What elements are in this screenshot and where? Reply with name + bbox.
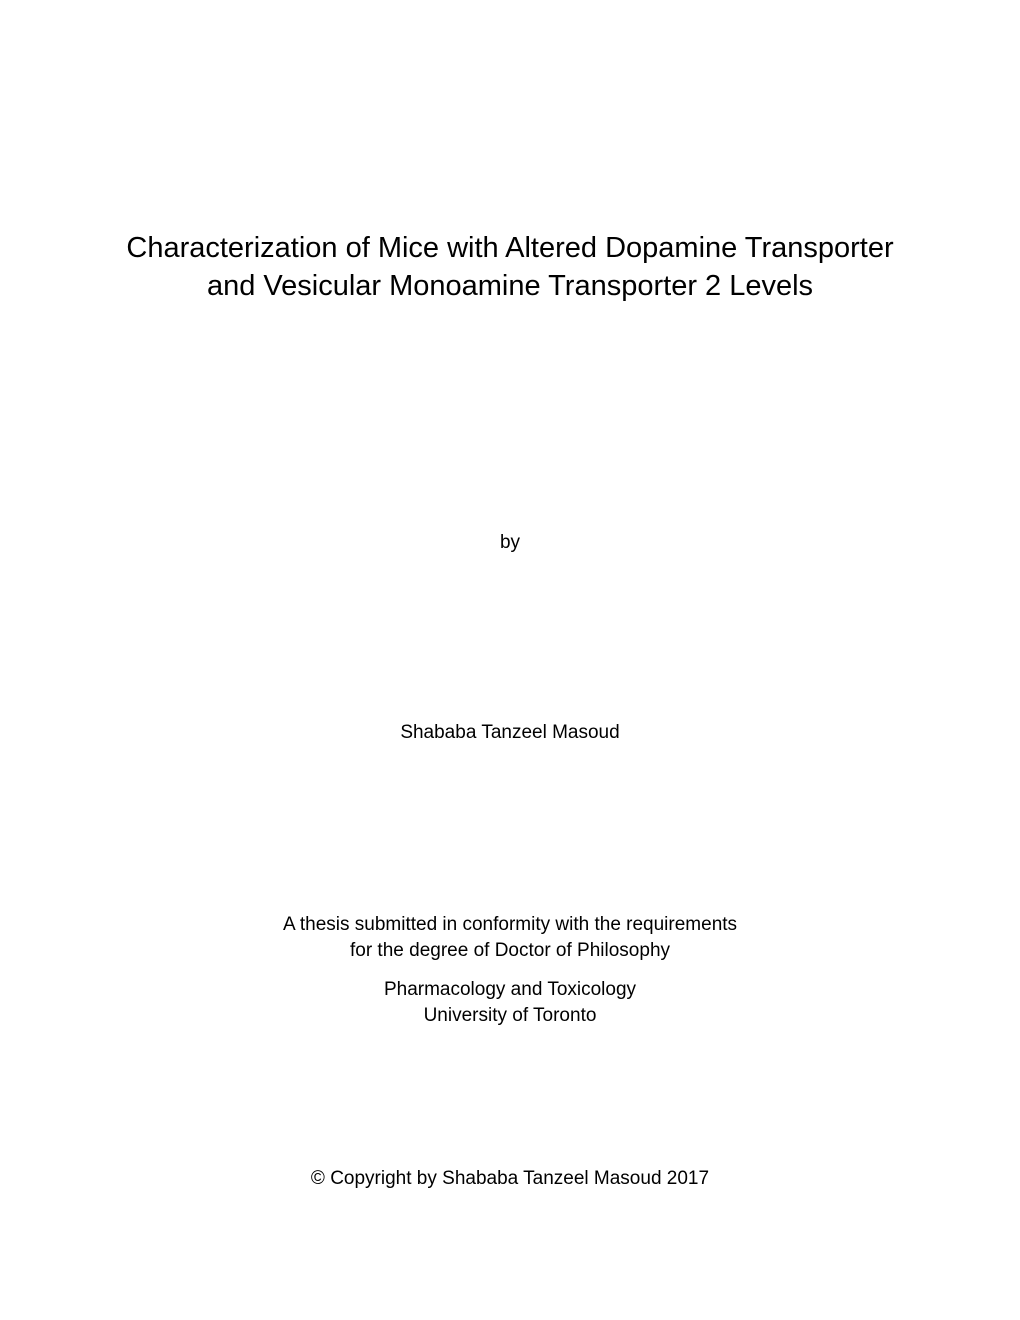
department-name: Pharmacology and Toxicology (120, 977, 900, 1003)
thesis-title: Characterization of Mice with Altered Do… (120, 230, 900, 305)
thesis-title-page: Characterization of Mice with Altered Do… (0, 0, 1020, 1320)
title-block: Characterization of Mice with Altered Do… (120, 230, 900, 305)
copyright-notice: © Copyright by Shababa Tanzeel Masoud 20… (0, 1168, 1020, 1190)
thesis-statement: A thesis submitted in conformity with th… (120, 912, 900, 963)
thesis-line-1: A thesis submitted in conformity with th… (120, 912, 900, 938)
by-label: by (0, 532, 1020, 554)
thesis-line-2: for the degree of Doctor of Philosophy (120, 938, 900, 964)
department-block: Pharmacology and Toxicology University o… (120, 977, 900, 1028)
university-name: University of Toronto (120, 1003, 900, 1029)
author-name: Shababa Tanzeel Masoud (0, 722, 1020, 744)
